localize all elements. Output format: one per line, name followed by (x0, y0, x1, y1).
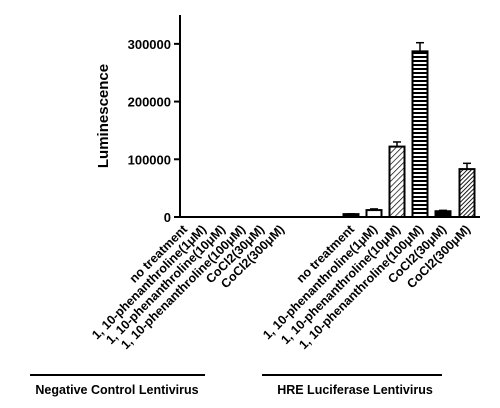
group-label: HRE Luciferase Lentivirus (277, 383, 433, 397)
y-axis: 0 100000 200000 300000 Luminescence (95, 15, 480, 225)
bar (365, 209, 383, 218)
bar (411, 50, 429, 218)
y-tick-label: 200000 (128, 95, 171, 110)
bar (388, 145, 406, 219)
y-axis-label: Luminescence (95, 64, 112, 168)
bar (458, 168, 476, 218)
bar (434, 210, 452, 219)
group-label: Negative Control Lentivirus (35, 383, 198, 397)
y-tick-label: 0 (164, 210, 171, 225)
bars (342, 41, 476, 219)
y-tick-label: 100000 (128, 152, 171, 167)
y-tick-label: 300000 (128, 37, 171, 52)
group-labels: Negative Control Lentivirus HRE Luciferas… (30, 374, 442, 397)
